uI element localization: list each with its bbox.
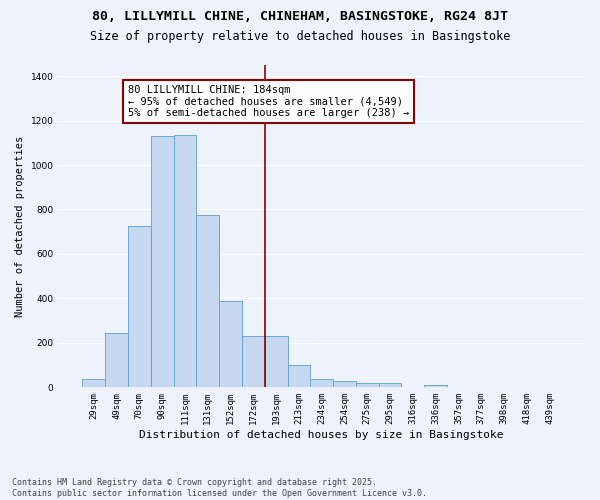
- Bar: [310, 379, 333, 388]
- X-axis label: Distribution of detached houses by size in Basingstoke: Distribution of detached houses by size …: [139, 430, 504, 440]
- Text: 80, LILLYMILL CHINE, CHINEHAM, BASINGSTOKE, RG24 8JT: 80, LILLYMILL CHINE, CHINEHAM, BASINGSTO…: [92, 10, 508, 23]
- Bar: [151, 136, 173, 388]
- Bar: [128, 226, 151, 388]
- Bar: [105, 333, 128, 388]
- Bar: [219, 300, 242, 388]
- Bar: [242, 336, 265, 388]
- Text: Size of property relative to detached houses in Basingstoke: Size of property relative to detached ho…: [90, 30, 510, 43]
- Bar: [287, 365, 310, 388]
- Bar: [265, 336, 287, 388]
- Bar: [82, 379, 105, 388]
- Text: 80 LILLYMILL CHINE: 184sqm
← 95% of detached houses are smaller (4,549)
5% of se: 80 LILLYMILL CHINE: 184sqm ← 95% of deta…: [128, 85, 409, 118]
- Bar: [333, 380, 356, 388]
- Bar: [173, 135, 196, 388]
- Bar: [424, 385, 447, 388]
- Bar: [379, 384, 401, 388]
- Text: Contains HM Land Registry data © Crown copyright and database right 2025.
Contai: Contains HM Land Registry data © Crown c…: [12, 478, 427, 498]
- Bar: [196, 215, 219, 388]
- Y-axis label: Number of detached properties: Number of detached properties: [15, 136, 25, 317]
- Bar: [356, 383, 379, 388]
